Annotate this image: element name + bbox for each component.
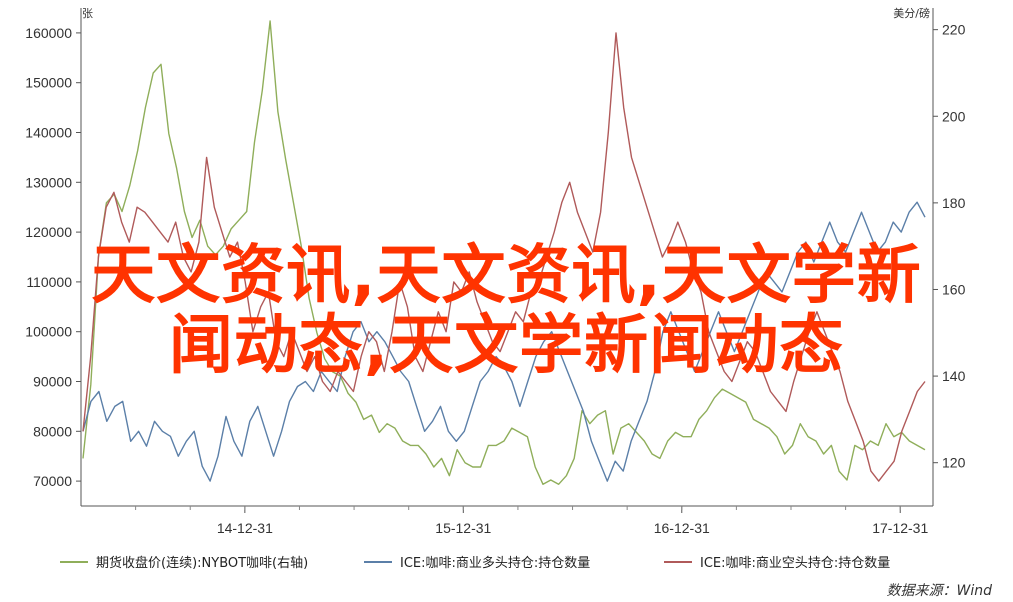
legend-label-futures: 期货收盘价(连续):NYBOT咖啡(右轴)	[96, 555, 308, 571]
x-tick-label: 14-12-31	[217, 520, 273, 536]
right-tick-label: 140	[942, 368, 966, 384]
left-tick-label: 150000	[25, 75, 72, 91]
x-tick-label: 16-12-31	[654, 520, 710, 536]
right-tick-label: 220	[942, 22, 966, 38]
right-tick-label: 200	[942, 108, 966, 124]
legend-label-short: ICE:咖啡:商业空头持仓:持仓数量	[700, 556, 890, 571]
overlay-title-line-2: 闻动态,天文学新闻动态	[168, 309, 845, 383]
left-tick-label: 80000	[33, 423, 72, 439]
right-axis-unit: 美分/磅	[893, 6, 930, 20]
left-tick-label: 70000	[33, 473, 72, 489]
series-lines	[82, 20, 926, 485]
x-tick-label: 15-12-31	[435, 520, 491, 536]
right-axis-ticks: 120 140 160 180 200 220	[933, 22, 966, 471]
left-tick-label: 130000	[25, 174, 72, 190]
left-tick-label: 160000	[25, 25, 72, 41]
right-tick-label: 120	[942, 455, 966, 471]
left-tick-label: 100000	[25, 324, 72, 340]
legend: 期货收盘价(连续):NYBOT咖啡(右轴) ICE:咖啡:商业多头持仓:持仓数量…	[60, 555, 890, 571]
series-line-2	[82, 32, 926, 482]
series-line-0	[82, 20, 926, 485]
legend-label-long: ICE:咖啡:商业多头持仓:持仓数量	[400, 555, 590, 571]
x-tick-label: 17-12-31	[872, 520, 928, 536]
right-tick-label: 180	[942, 195, 966, 211]
left-axis-unit: 张	[82, 7, 93, 20]
left-axis-ticks: 70000 80000 90000 100000 110000 120000 130000 1…	[25, 25, 81, 489]
overlay-title-line-1: 天文资讯,天文资讯,天文学新	[91, 239, 922, 313]
left-tick-label: 140000	[25, 125, 72, 141]
left-tick-label: 120000	[25, 224, 72, 240]
x-axis-ticks: 14-12-31 15-12-31 16-12-31 17-12-31	[135, 506, 928, 536]
left-tick-label: 90000	[33, 374, 72, 390]
left-tick-label: 110000	[26, 274, 72, 290]
series-line-1	[82, 201, 926, 482]
right-tick-label: 160	[942, 281, 966, 297]
data-source: 数据来源：Wind	[887, 583, 993, 599]
